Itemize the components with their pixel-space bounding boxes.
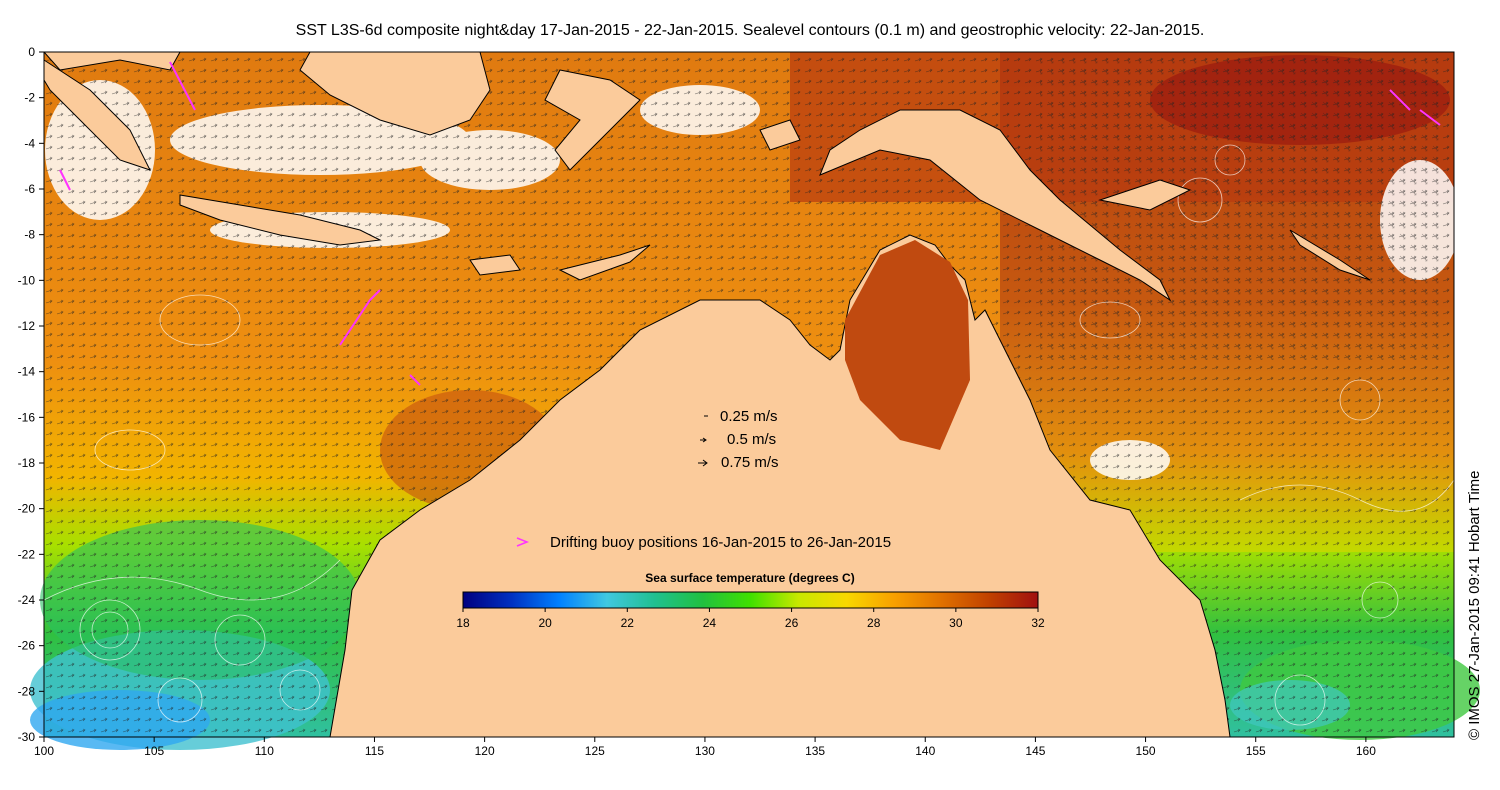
colorbar-tick-label: 24 xyxy=(703,616,717,630)
y-tick-label: -16 xyxy=(18,410,36,424)
y-tick-label: -2 xyxy=(24,91,35,105)
y-tick-label: -12 xyxy=(18,319,36,333)
colorbar-gradient xyxy=(462,591,1039,609)
velocity-label-2: 0.75 m/s xyxy=(721,454,779,471)
x-tick-label: 110 xyxy=(255,744,274,758)
buoy-legend: Drifting buoy positions 16-Jan-2015 to 2… xyxy=(516,534,891,551)
y-tick-label: -24 xyxy=(18,593,36,607)
y-tick-label: -18 xyxy=(18,456,36,470)
velocity-legend: 0.25 m/s 0.5 m/s 0.75 m/s xyxy=(698,408,779,471)
colorbar-ticks: 18 20 22 24 26 28 30 32 xyxy=(456,608,1045,630)
velocity-arrow-2 xyxy=(698,459,708,467)
x-tick-label: 150 xyxy=(1136,744,1156,758)
x-tick-label: 125 xyxy=(585,744,605,758)
land-borneo xyxy=(299,51,491,136)
x-tick-label: 115 xyxy=(365,744,384,758)
velocity-arrow-1 xyxy=(700,437,707,443)
x-tick-label: 120 xyxy=(475,744,495,758)
colorbar: Sea surface temperature (degrees C) 18 20… xyxy=(456,571,1045,630)
land-java xyxy=(179,194,382,246)
colorbar-title: Sea surface temperature (degrees C) xyxy=(645,571,854,585)
y-axis: 0 -2 -4 -6 -8 -10 -12 -14 -16 -18 -20 -22 -24 -26 -28 -… xyxy=(18,45,44,744)
gulf-of-carpentaria-land xyxy=(845,240,970,450)
velocity-label-0: 0.25 m/s xyxy=(720,408,778,425)
x-tick-label: 140 xyxy=(915,744,935,758)
y-tick-label: -6 xyxy=(24,182,35,196)
y-tick-label: -10 xyxy=(18,273,36,287)
plot-area xyxy=(30,51,1480,750)
x-tick-label: 105 xyxy=(144,744,164,758)
land xyxy=(42,51,1371,738)
map-title: SST L3S-6d composite night&day 17-Jan-20… xyxy=(295,22,1205,39)
buoy-legend-marker xyxy=(516,537,530,547)
x-axis: 100 105 110 115 120 125 130 135 140 145 150 155 160 xyxy=(34,737,1376,758)
x-tick-label: 100 xyxy=(34,744,54,758)
colorbar-tick-label: 28 xyxy=(867,616,881,630)
drifting-buoys xyxy=(59,61,1441,386)
y-tick-label: -8 xyxy=(24,228,35,242)
land-islands xyxy=(469,254,521,276)
y-tick-label: -28 xyxy=(18,684,36,698)
x-tick-label: 160 xyxy=(1356,744,1376,758)
plot-border xyxy=(43,51,1455,738)
x-tick-label: 130 xyxy=(695,744,715,758)
y-tick-label: -30 xyxy=(18,730,36,744)
x-tick-label: 145 xyxy=(1025,744,1045,758)
land-sumatra xyxy=(43,59,151,171)
land-new-britain xyxy=(1098,179,1192,211)
land-timor xyxy=(558,244,651,281)
land-islands xyxy=(759,119,801,151)
sealevel-contours xyxy=(43,144,1455,726)
credit-text: © IMOS 27-Jan-2015 09:41 Hobart Time xyxy=(1466,470,1483,740)
y-tick-label: -20 xyxy=(18,502,36,516)
land-australia xyxy=(329,234,1231,738)
colorbar-tick-label: 18 xyxy=(456,616,470,630)
colorbar-tick-label: 30 xyxy=(949,616,963,630)
colorbar-tick-label: 26 xyxy=(785,616,799,630)
y-tick-label: -22 xyxy=(18,547,36,561)
colorbar-tick-label: 32 xyxy=(1031,616,1045,630)
y-tick-label: -14 xyxy=(18,365,36,379)
land-new-guinea xyxy=(819,109,1172,302)
colorbar-tick-label: 22 xyxy=(621,616,635,630)
land-solomon-islands xyxy=(1289,229,1371,281)
y-tick-label: -26 xyxy=(18,639,36,653)
x-tick-label: 135 xyxy=(805,744,825,758)
x-tick-label: 155 xyxy=(1246,744,1266,758)
y-tick-label: 0 xyxy=(28,45,35,59)
buoy-legend-label: Drifting buoy positions 16-Jan-2015 to 2… xyxy=(550,534,891,551)
velocity-arrows-east xyxy=(1040,60,1440,360)
y-tick-label: -4 xyxy=(24,136,35,150)
velocity-label-1: 0.5 m/s xyxy=(727,431,776,448)
colorbar-tick-label: 20 xyxy=(538,616,552,630)
land-sulawesi xyxy=(544,69,641,171)
